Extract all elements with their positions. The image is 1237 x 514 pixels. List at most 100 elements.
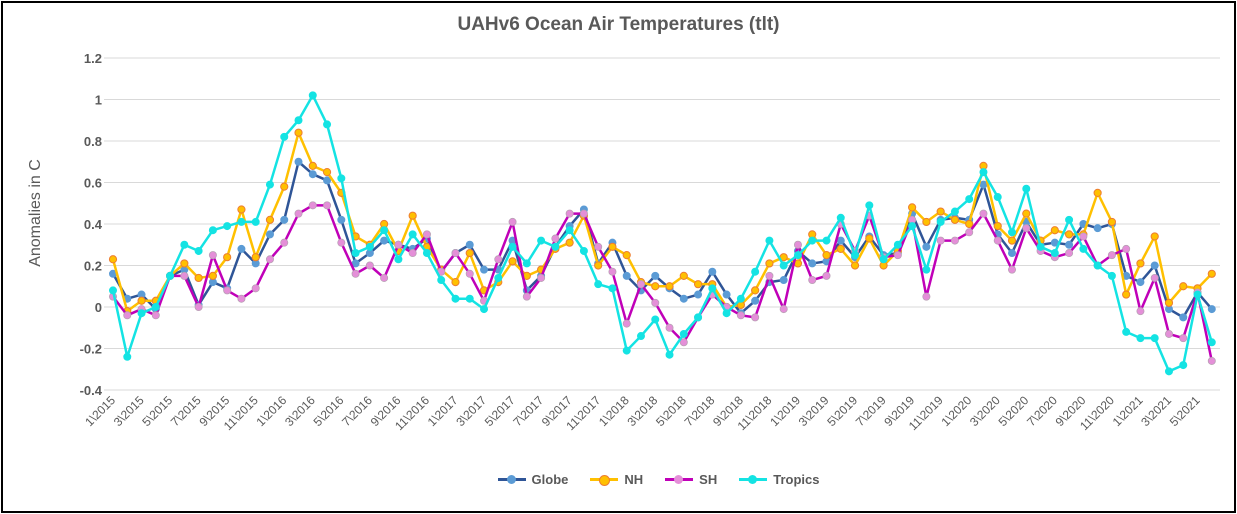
data-point [451,278,460,287]
data-point [422,249,431,258]
y-tick-label: 1 [95,93,102,108]
data-point [508,242,517,251]
data-point [265,255,274,264]
data-point [822,271,831,280]
data-point [651,282,660,291]
data-point [1179,361,1188,370]
data-point [622,346,631,355]
data-point [337,215,346,224]
data-point [622,271,631,280]
data-point [223,222,232,231]
data-point [166,271,175,280]
data-point [651,298,660,307]
data-point [779,261,788,270]
data-point [908,222,917,231]
x-tick-label: 7\2015 [168,393,204,429]
data-point [451,294,460,303]
x-tick-label: 7\2020 [1024,393,1060,429]
x-tick-label: 1\2017 [425,393,461,429]
legend-label: Globe [531,472,569,487]
data-point [208,251,217,260]
x-tick-label: 1\2015 [82,393,118,429]
data-point [608,284,617,293]
data-point [1022,184,1031,193]
data-point [494,255,503,264]
data-point [1150,273,1159,282]
data-point [679,294,688,303]
series-line [111,94,1213,373]
x-tick-label: 1\2016 [254,393,290,429]
data-point [265,215,275,224]
x-tick-label: 1\2019 [767,393,803,429]
legend-label: Tropics [773,472,820,487]
data-point [651,315,660,324]
y-tick-label: 0.4 [84,217,103,232]
data-point [565,238,574,247]
data-point [237,217,246,226]
data-point [594,261,603,270]
data-point [1008,265,1017,274]
x-tick-label: 7\2016 [339,393,375,429]
data-point [622,251,631,260]
data-point [1050,226,1059,235]
data-point [1107,251,1116,260]
data-point [779,305,788,314]
data-point [636,280,645,289]
legend: Globe NH SH Tropics [0,472,1237,487]
data-point [694,313,703,322]
data-point [922,265,931,274]
data-point [922,292,931,301]
data-point [280,215,289,224]
data-point [751,267,760,276]
data-point [1093,261,1102,270]
data-point [351,269,360,278]
data-point [1008,249,1017,258]
data-point [722,309,731,318]
data-point [836,213,845,222]
data-point [208,271,217,280]
data-point [822,251,831,260]
data-point [537,273,546,282]
x-tick-label: 5\2017 [482,393,518,429]
data-point [751,313,760,322]
data-point [494,273,503,282]
y-tick-label: 0.6 [84,176,102,191]
data-point [223,253,232,262]
data-point [365,261,374,270]
data-point [194,273,203,283]
data-point [793,240,802,249]
legend-swatch [497,475,526,484]
legend-swatch [739,475,768,484]
data-point [636,332,645,341]
data-point [151,311,160,320]
data-point [337,174,346,183]
data-point [1107,271,1116,280]
data-point [1150,232,1159,241]
x-tick-label: 3\2018 [625,393,661,429]
data-point [708,267,717,276]
data-point [308,161,317,170]
data-point [936,236,945,245]
data-point [965,219,974,229]
data-point [665,350,674,359]
data-point [323,120,332,129]
x-tick-label: 5\2016 [311,393,347,429]
data-point [1122,244,1131,253]
data-point [1164,329,1173,338]
data-point [108,255,118,264]
data-point [1122,327,1131,336]
data-point [622,319,631,328]
data-point [437,276,446,285]
data-point [1093,224,1102,233]
data-point [422,230,431,239]
data-point [1093,188,1102,197]
data-point [294,128,303,137]
data-point [765,259,774,268]
data-point [465,269,474,278]
data-point [123,352,132,361]
series-line [111,160,1213,319]
x-tick-label: 1\2018 [596,393,632,429]
data-point [665,282,674,291]
data-point [337,238,346,247]
x-tick-label: 7\2017 [510,393,546,429]
